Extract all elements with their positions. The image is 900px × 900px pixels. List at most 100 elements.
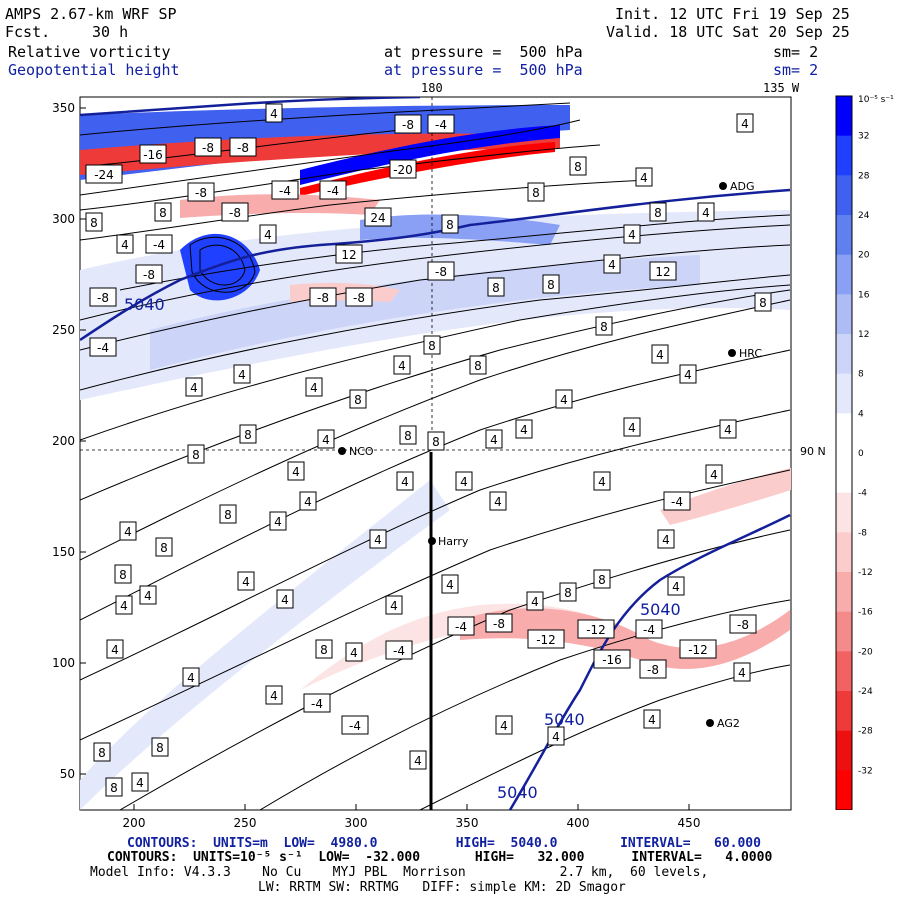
contour-label: 8 (154, 202, 172, 222)
svg-text:4: 4 (120, 599, 128, 613)
contour-label: -8 (89, 287, 117, 307)
contour-label: -8 (345, 287, 373, 307)
valid-time: Valid. 18 UTC Sat 20 Sep 25 (606, 23, 850, 41)
contour-label: 4 (635, 167, 653, 187)
svg-text:4: 4 (460, 475, 468, 489)
contour-label: -4 (447, 616, 475, 636)
contour-label: -8 (485, 613, 513, 633)
contour-label: -16 (593, 649, 631, 669)
svg-text:4: 4 (292, 465, 300, 479)
svg-text:4: 4 (531, 595, 539, 609)
colorbar-labels: 32 28 24 20 16 12 8 4 0 -4 -8 -12 -16 -20 -24 -28 -32 (858, 132, 873, 777)
svg-text:8: 8 (446, 218, 454, 232)
x-tick-250: 250 (234, 816, 257, 830)
station-label-nco: NCO (349, 445, 374, 458)
svg-text:-12: -12 (688, 643, 708, 657)
x-tick-450: 450 (678, 816, 701, 830)
svg-text:4: 4 (274, 515, 282, 529)
station-label-harry: Harry (438, 535, 469, 548)
svg-text:8: 8 (574, 160, 582, 174)
station-harry (428, 537, 436, 545)
contour-label: 4 (276, 589, 294, 609)
contour-label: -4 (427, 114, 455, 134)
svg-text:-4: -4 (279, 184, 291, 198)
contour-label: 8 (595, 316, 613, 336)
physics-info: LW: RRTM SW: RRTMG DIFF: simple KM: 2D S… (258, 880, 626, 895)
contour-label: -4 (271, 180, 299, 200)
contour-label: 8 (593, 569, 611, 589)
svg-text:8: 8 (244, 428, 252, 442)
y-tick-100: 100 (52, 656, 75, 670)
model-info: Model Info: V4.3.3 No Cu MYJ PBL Morriso… (90, 865, 709, 880)
contour-label: 4 (396, 471, 414, 491)
svg-text:-12: -12 (586, 623, 606, 637)
svg-text:4: 4 (270, 107, 278, 121)
svg-text:-16: -16 (602, 653, 622, 667)
contour-label: 8 (427, 431, 445, 451)
svg-text:8: 8 (547, 278, 555, 292)
svg-text:-8: -8 (237, 141, 249, 155)
svg-text:-8: -8 (493, 617, 505, 631)
x-tick-200: 200 (123, 816, 146, 830)
colorbar-swatch (836, 532, 852, 573)
pressure-geopotential: at pressure = 500 hPa (384, 61, 583, 79)
contour-label: 12 (649, 261, 677, 281)
contour-label: -8 (394, 114, 422, 134)
contour-label: 4 (287, 461, 305, 481)
contour-label: 4 (259, 224, 277, 244)
colorbar-tick-label: 32 (858, 132, 869, 142)
contour-label: 8 (85, 212, 103, 232)
svg-text:4: 4 (281, 593, 289, 607)
lon-label-135w: 135 W (763, 81, 800, 95)
contour-label: -16 (139, 144, 167, 164)
svg-text:4: 4 (390, 599, 398, 613)
contour-label: 8 (441, 214, 459, 234)
contour-label: 8 (349, 389, 367, 409)
svg-text:-8: -8 (97, 291, 109, 305)
contour-label: 4 (317, 429, 335, 449)
svg-text:-4: -4 (393, 644, 405, 658)
svg-text:-4: -4 (349, 719, 361, 733)
pressure-vorticity: at pressure = 500 hPa (384, 43, 583, 61)
contour-label: 8 (569, 156, 587, 176)
colorbar-tick-label: 0 (858, 449, 864, 459)
svg-text:4: 4 (414, 754, 422, 768)
contour-label: 4 (719, 419, 737, 439)
svg-text:-4: -4 (643, 623, 655, 637)
contour-label: 8 (114, 564, 132, 584)
station-ag2 (706, 719, 714, 727)
contour-label: 4 (115, 595, 133, 615)
colorbar-swatch (836, 135, 852, 176)
height-label: 5040 (497, 783, 538, 802)
contour-label: 4 (265, 685, 283, 705)
contour-label: 8 (105, 777, 123, 797)
colorbar-tick-label: -12 (858, 568, 873, 578)
svg-text:8: 8 (156, 741, 164, 755)
contour-label: 24 (364, 207, 392, 227)
vorticity-contour-info: CONTOURS: UNITS=10⁻⁵ s⁻¹ LOW= -32.000 HI… (107, 850, 773, 865)
contour-label: 8 (649, 202, 667, 222)
contour-label: -8 (221, 202, 249, 222)
contour-label: -4 (319, 180, 347, 200)
svg-text:-8: -8 (737, 618, 749, 632)
svg-text:8: 8 (432, 435, 440, 449)
svg-text:-8: -8 (435, 265, 447, 279)
contour-label: 4 (651, 344, 669, 364)
svg-text:24: 24 (370, 211, 385, 225)
svg-text:4: 4 (398, 359, 406, 373)
station-adg (719, 182, 727, 190)
contour-label: -4 (341, 715, 369, 735)
height-label: 5040 (124, 295, 165, 314)
colorbar-swatches (836, 96, 852, 810)
contour-label: 4 (131, 772, 149, 792)
svg-text:4: 4 (304, 495, 312, 509)
contour-label: 4 (515, 419, 533, 439)
contour-label: 4 (305, 377, 323, 397)
svg-text:4: 4 (374, 533, 382, 547)
svg-text:4: 4 (401, 475, 409, 489)
field-geopotential: Geopotential height (8, 61, 180, 79)
svg-text:4: 4 (628, 421, 636, 435)
svg-text:4: 4 (552, 730, 560, 744)
svg-text:-8: -8 (229, 206, 241, 220)
colorbar-tick-label: -24 (858, 687, 873, 697)
